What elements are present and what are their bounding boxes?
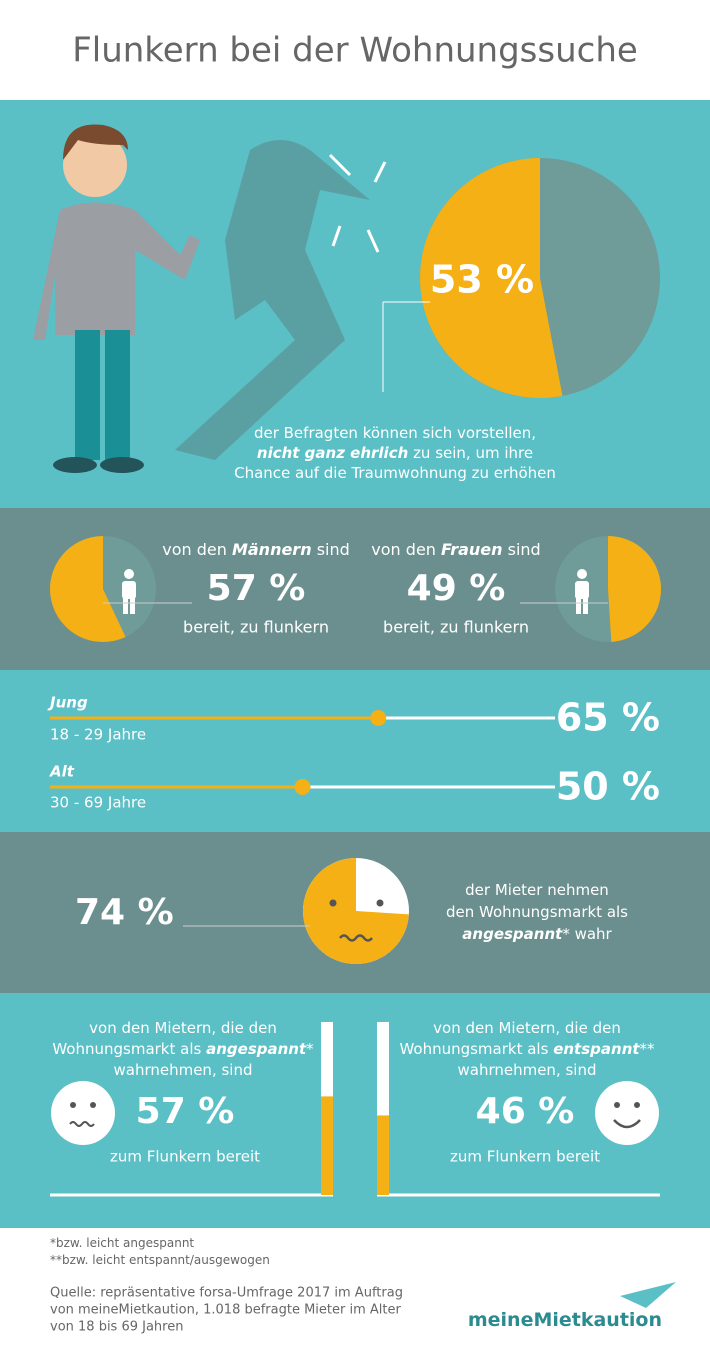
text: sind bbox=[317, 540, 350, 559]
person-icon bbox=[122, 569, 136, 614]
tenant-value: 46 % bbox=[476, 1091, 575, 1132]
market-value: 74 % bbox=[75, 892, 174, 933]
dot bbox=[370, 710, 387, 726]
section-tenants bbox=[0, 993, 710, 1228]
bar bbox=[377, 1115, 389, 1195]
tenant-note: zum Flunkern bereit bbox=[110, 1148, 260, 1166]
gender-value: 57 % bbox=[207, 568, 306, 609]
text: wahrnehmen, sind bbox=[113, 1061, 252, 1079]
text: von den bbox=[162, 540, 227, 559]
text: Männern bbox=[232, 540, 312, 559]
overall-text: Chance auf die Traumwohnung zu erhöhen bbox=[234, 464, 556, 482]
tenant-text: wahrnehmen, sind bbox=[457, 1061, 596, 1079]
text: meine bbox=[468, 1309, 534, 1331]
text: entspannt bbox=[553, 1040, 640, 1058]
age-name: Alt bbox=[49, 763, 75, 781]
text: * bbox=[50, 1236, 56, 1250]
pie-slice bbox=[303, 858, 409, 964]
text: angespannt bbox=[462, 925, 563, 943]
age-value: 65 % bbox=[556, 696, 660, 740]
tenant-text: von den Mietern, die den bbox=[89, 1019, 277, 1037]
text: * wahr bbox=[562, 925, 612, 943]
tenant-value: 57 % bbox=[136, 1091, 235, 1132]
text: Mietkaution bbox=[533, 1309, 662, 1331]
gender-value: 49 % bbox=[407, 568, 506, 609]
gender-note: bereit, zu flunkern bbox=[383, 618, 529, 637]
illustration bbox=[33, 124, 387, 473]
text: von den Mietern, die den bbox=[433, 1019, 621, 1037]
face-sad bbox=[51, 1081, 115, 1145]
person-icon bbox=[575, 569, 589, 614]
gender-intro: von den Männern sind bbox=[162, 540, 350, 559]
text: sind bbox=[508, 540, 541, 559]
overall-value: 53 % bbox=[430, 258, 534, 302]
text: den Wohnungsmarkt als bbox=[446, 903, 628, 921]
gender-note: bereit, zu flunkern bbox=[183, 618, 329, 637]
pie-slice bbox=[420, 158, 563, 399]
face-features bbox=[329, 899, 384, 942]
overall-text: nicht ganz ehrlich zu sein, um ihre bbox=[257, 444, 533, 462]
text: der Mieter nehmen bbox=[465, 881, 609, 899]
tenant-text: wahrnehmen, sind bbox=[113, 1061, 252, 1079]
market-text: den Wohnungsmarkt als bbox=[446, 903, 628, 921]
logo-icon bbox=[620, 1282, 676, 1308]
footnote: **bzw. leicht entspannt/ausgewogen bbox=[50, 1253, 270, 1267]
market-text: angespannt* wahr bbox=[462, 925, 612, 943]
source: Quelle: repräsentative forsa-Umfrage 201… bbox=[50, 1286, 403, 1301]
text: wahrnehmen, sind bbox=[457, 1061, 596, 1079]
source: von meineMietkaution, 1.018 befragte Mie… bbox=[50, 1303, 401, 1318]
text: Wohnungsmarkt als bbox=[52, 1040, 201, 1058]
tenant-text: Wohnungsmarkt als entspannt** bbox=[399, 1040, 655, 1058]
age-value: 50 % bbox=[556, 765, 660, 809]
footer: *bzw. leicht angespannt **bzw. leicht en… bbox=[50, 1236, 403, 1335]
tenant-note: zum Flunkern bereit bbox=[450, 1148, 600, 1166]
text: Chance auf die Traumwohnung zu erhöhen bbox=[234, 464, 556, 482]
text: angespannt bbox=[206, 1040, 307, 1058]
text: von den bbox=[371, 540, 436, 559]
pie-slice bbox=[49, 536, 126, 642]
text: der Befragten können sich vorstellen, bbox=[254, 424, 536, 442]
bar bbox=[321, 1096, 333, 1195]
text: zu sein, um ihre bbox=[413, 444, 533, 462]
text: bzw. leicht angespannt bbox=[56, 1236, 194, 1250]
tenant-text: von den Mietern, die den bbox=[433, 1019, 621, 1037]
text: ** bbox=[50, 1253, 62, 1267]
text: nicht ganz ehrlich bbox=[257, 444, 408, 462]
title: Flunkern bei der Wohnungssuche bbox=[72, 31, 638, 71]
market-text: der Mieter nehmen bbox=[465, 881, 609, 899]
face-happy bbox=[595, 1081, 659, 1145]
text: Frauen bbox=[441, 540, 503, 559]
text: Wohnungsmarkt als bbox=[399, 1040, 548, 1058]
text: bzw. leicht entspannt/ausgewogen bbox=[62, 1253, 270, 1267]
text: ** bbox=[640, 1040, 656, 1058]
tenant-text: Wohnungsmarkt als angespannt* bbox=[52, 1040, 314, 1058]
dot bbox=[294, 779, 311, 795]
logo: meineMietkaution bbox=[468, 1309, 662, 1331]
footnote: *bzw. leicht angespannt bbox=[50, 1236, 194, 1250]
age-range: 18 - 29 Jahre bbox=[50, 726, 146, 744]
section-age bbox=[0, 670, 710, 832]
overall-text: der Befragten können sich vorstellen, bbox=[254, 424, 536, 442]
pie-slice bbox=[608, 536, 662, 642]
age-name: Jung bbox=[47, 694, 88, 712]
age-range: 30 - 69 Jahre bbox=[50, 794, 146, 812]
source: von 18 bis 69 Jahren bbox=[50, 1320, 183, 1335]
gender-intro: von den Frauen sind bbox=[371, 540, 540, 559]
text: von den Mietern, die den bbox=[89, 1019, 277, 1037]
text: * bbox=[306, 1040, 314, 1058]
